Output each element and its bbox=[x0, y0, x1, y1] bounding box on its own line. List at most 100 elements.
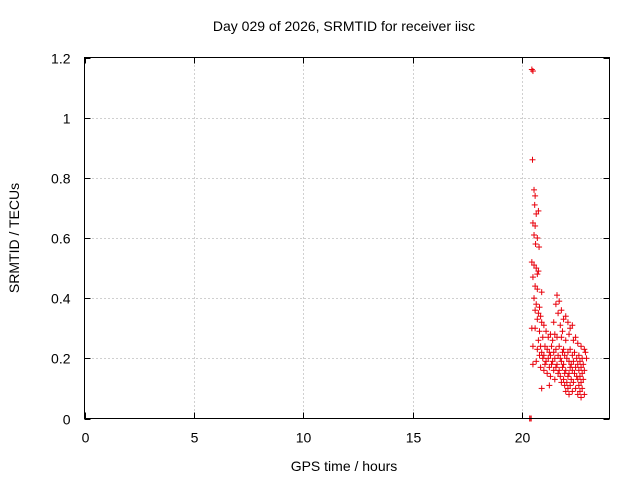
data-point bbox=[549, 337, 556, 344]
data-point bbox=[533, 358, 540, 365]
data-point bbox=[567, 364, 574, 371]
y-tick-label: 0 bbox=[63, 412, 71, 428]
data-point bbox=[532, 307, 539, 314]
data-point bbox=[554, 292, 560, 299]
data-point bbox=[558, 334, 565, 341]
x-tick-label: 15 bbox=[406, 430, 422, 446]
data-point bbox=[555, 310, 562, 317]
data-point bbox=[541, 343, 548, 350]
x-axis-label: GPS time / hours bbox=[291, 458, 398, 474]
data-point bbox=[547, 373, 554, 380]
data-point bbox=[529, 274, 536, 281]
data-point bbox=[575, 367, 582, 374]
data-point bbox=[556, 343, 563, 350]
data-point bbox=[562, 337, 569, 344]
data-point bbox=[545, 334, 552, 341]
data-point bbox=[576, 358, 583, 365]
data-point bbox=[576, 373, 583, 380]
data-point bbox=[544, 370, 551, 377]
data-point bbox=[569, 367, 576, 374]
data-point bbox=[551, 331, 558, 338]
data-point bbox=[531, 186, 538, 193]
data-point bbox=[536, 328, 543, 335]
data-point bbox=[574, 340, 581, 347]
data-point bbox=[570, 358, 577, 365]
y-tick-label: 0.6 bbox=[51, 231, 71, 247]
data-point bbox=[551, 355, 558, 362]
data-point bbox=[578, 364, 585, 371]
data-point bbox=[559, 364, 566, 371]
data-point bbox=[534, 235, 541, 241]
data-point bbox=[538, 289, 545, 296]
data-point bbox=[564, 385, 571, 392]
data-point bbox=[534, 286, 541, 293]
data-point bbox=[576, 388, 583, 395]
data-point bbox=[566, 391, 573, 398]
data-point bbox=[538, 385, 545, 392]
data-point bbox=[535, 310, 542, 317]
data-point bbox=[568, 361, 575, 368]
data-point bbox=[558, 307, 565, 314]
x-tick-label: 20 bbox=[515, 430, 531, 446]
data-point bbox=[535, 337, 542, 344]
data-point bbox=[563, 355, 570, 362]
data-point bbox=[552, 364, 559, 371]
data-point bbox=[575, 382, 582, 389]
data-point bbox=[537, 313, 544, 320]
data-point bbox=[558, 358, 565, 365]
y-tick-label: 0.4 bbox=[51, 291, 71, 307]
data-point bbox=[580, 376, 587, 383]
data-point bbox=[556, 298, 563, 305]
data-point bbox=[559, 328, 566, 335]
data-point bbox=[581, 346, 588, 353]
data-point bbox=[568, 376, 575, 383]
data-point bbox=[532, 283, 539, 290]
data-point bbox=[578, 379, 585, 386]
data-point bbox=[531, 231, 538, 238]
data-point bbox=[532, 222, 539, 229]
data-point bbox=[552, 346, 559, 353]
data-point bbox=[564, 349, 571, 356]
data-point bbox=[540, 322, 547, 329]
data-point bbox=[533, 301, 540, 308]
data-point bbox=[572, 334, 579, 341]
data-point bbox=[579, 385, 586, 392]
data-point bbox=[575, 352, 582, 359]
data-point bbox=[564, 319, 571, 326]
axis-ticks: 0 0.2 0.4 0.6 0.8 1 1.2 0 5 10 15 20 bbox=[51, 51, 610, 446]
data-point bbox=[532, 325, 539, 332]
chart-title: Day 029 of 2026, SRMTID for receiver iis… bbox=[213, 18, 475, 34]
data-point bbox=[541, 361, 548, 368]
data-point bbox=[581, 391, 588, 398]
grid bbox=[84, 57, 610, 419]
data-point bbox=[543, 358, 550, 365]
data-point bbox=[537, 364, 544, 371]
data-point bbox=[532, 192, 539, 199]
data-point bbox=[528, 66, 535, 73]
data-point bbox=[534, 316, 541, 323]
data-point bbox=[529, 156, 536, 163]
data-point bbox=[569, 322, 576, 329]
data-point bbox=[556, 367, 563, 374]
data-point bbox=[574, 361, 581, 368]
data-point bbox=[560, 346, 567, 353]
data-point bbox=[540, 367, 547, 374]
data-point bbox=[546, 382, 553, 389]
y-tick-label: 1.2 bbox=[51, 51, 71, 67]
data-point bbox=[552, 301, 559, 308]
data-point bbox=[562, 367, 569, 374]
data-point bbox=[570, 379, 577, 386]
data-point bbox=[569, 352, 576, 359]
data-point bbox=[538, 349, 545, 356]
data-point bbox=[551, 376, 558, 383]
data-point bbox=[562, 388, 569, 395]
data-point bbox=[550, 367, 557, 374]
data-point bbox=[561, 382, 568, 389]
x-tick-label: 10 bbox=[296, 430, 312, 446]
data-point bbox=[538, 319, 545, 326]
data-point bbox=[539, 355, 546, 362]
data-points bbox=[526, 66, 590, 422]
data-point bbox=[539, 334, 546, 341]
data-point bbox=[534, 346, 541, 353]
data-point bbox=[560, 361, 567, 368]
